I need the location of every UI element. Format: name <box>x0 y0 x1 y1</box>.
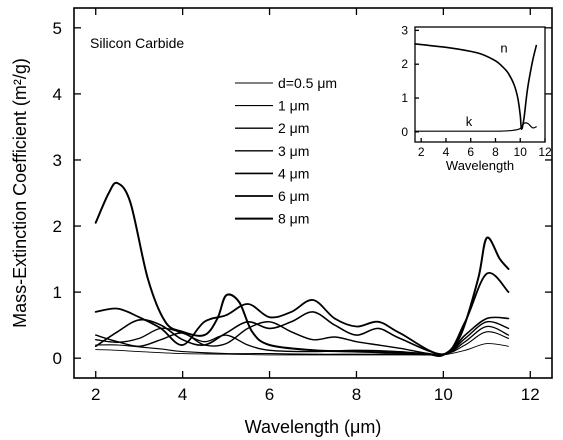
inset-x-tick-label: 6 <box>467 145 474 159</box>
y-tick-label: 2 <box>53 217 62 236</box>
inset-x-tick-label: 8 <box>492 145 499 159</box>
x-tick-label: 4 <box>178 385 187 404</box>
legend-label: 4 μm <box>278 165 309 181</box>
series-line-1 <box>95 331 510 356</box>
inset-y-tick-label: 1 <box>401 91 408 105</box>
y-tick-label: 3 <box>53 151 62 170</box>
legend-label: 8 μm <box>278 211 309 227</box>
inset-frame <box>414 26 546 143</box>
material-annotation: Silicon Carbide <box>90 35 184 51</box>
inset-x-tick-label: 10 <box>514 145 528 159</box>
inset-label-n: n <box>500 40 507 55</box>
inset-x-tick-label: 12 <box>538 145 552 159</box>
x-tick-label: 6 <box>265 385 274 404</box>
x-tick-label: 10 <box>434 385 453 404</box>
inset-y-tick-label: 0 <box>401 125 408 139</box>
legend: d=0.5 μm 1 μm 2 μm 3 μm 4 μm 6 μm 8 μm <box>235 75 337 227</box>
series-line-5 <box>94 271 510 356</box>
y-tick-label: 0 <box>53 349 62 368</box>
legend-label: 6 μm <box>278 188 309 204</box>
y-tick-label: 4 <box>53 85 62 104</box>
inset-series-line-k <box>414 122 537 132</box>
y-tick-label: 1 <box>53 283 62 302</box>
legend-label: 2 μm <box>278 120 309 136</box>
legend-label: d=0.5 μm <box>278 75 337 91</box>
x-tick-label: 2 <box>91 385 100 404</box>
series-line-6 <box>94 181 510 358</box>
plot-frame <box>73 7 553 379</box>
x-tick-label: 8 <box>352 385 361 404</box>
inset-x-tick-label: 4 <box>443 145 450 159</box>
series-line-4 <box>94 311 510 356</box>
y-axis-title: Mass-Extinction Coefficient (m²/g) <box>10 58 30 328</box>
inset-label-k: k <box>466 114 473 129</box>
x-tick-label: 12 <box>521 385 540 404</box>
legend-label: 1 μm <box>278 98 309 114</box>
inset-y-tick-label: 3 <box>401 23 408 37</box>
y-tick-label: 5 <box>53 19 62 38</box>
inset-series-line-n <box>414 43 538 130</box>
inset-x-axis-title: Wavelength <box>446 158 514 173</box>
inset-x-tick-label: 2 <box>418 145 425 159</box>
legend-label: 3 μm <box>278 143 309 159</box>
series-line-2 <box>95 325 510 356</box>
x-axis-title: Wavelength (μm) <box>245 417 382 437</box>
series-line-0 <box>95 343 509 356</box>
inset-y-tick-label: 2 <box>401 57 408 71</box>
